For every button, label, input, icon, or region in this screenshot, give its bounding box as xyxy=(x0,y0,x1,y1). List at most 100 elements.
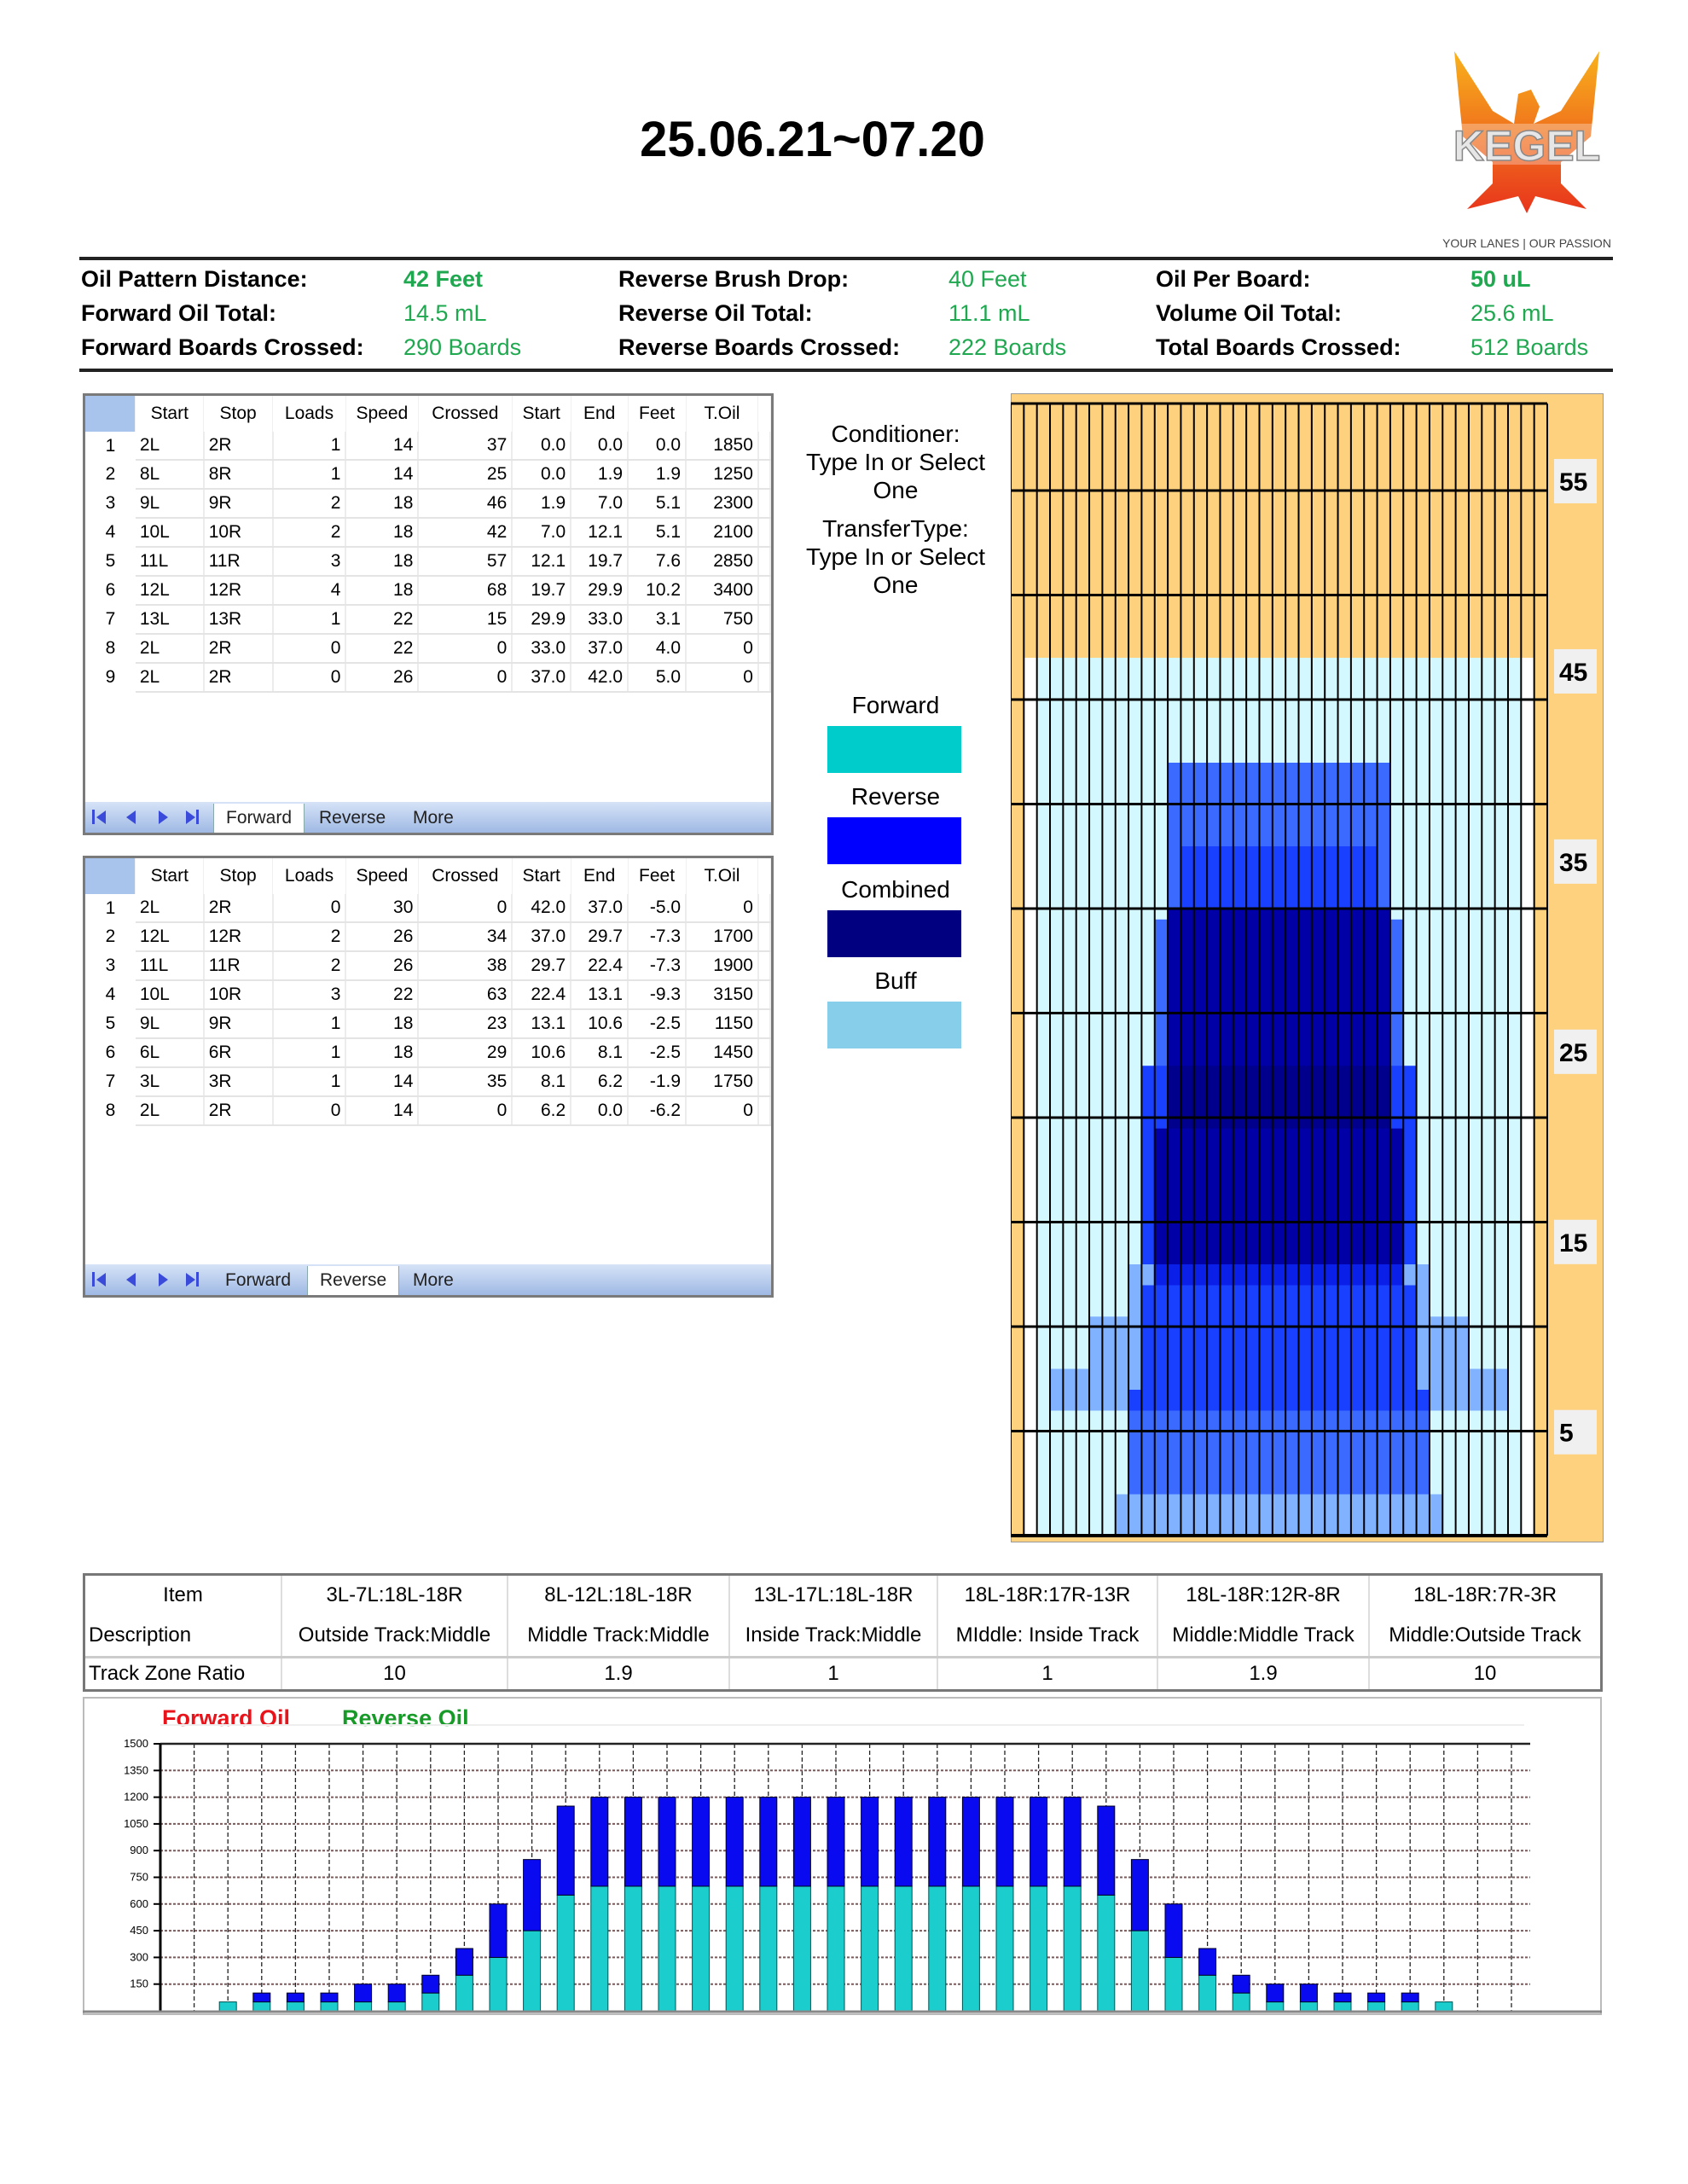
table-cell[interactable]: 2R xyxy=(203,432,274,461)
first-arrow-icon[interactable] xyxy=(96,1273,106,1287)
table-cell[interactable]: 22 xyxy=(345,980,420,1010)
table-cell[interactable]: 750 xyxy=(686,605,759,635)
table-cell[interactable]: 2L xyxy=(135,1096,205,1126)
table-cell[interactable]: 12R xyxy=(203,576,274,606)
table-cell[interactable]: 19.7 xyxy=(512,576,572,606)
table-row[interactable]: 3 9L 9R 2 18 46 1.9 7.0 5.1 2300 xyxy=(85,489,772,519)
table-cell[interactable]: 1 xyxy=(272,1067,347,1097)
table-cell[interactable]: 9L xyxy=(135,1009,205,1039)
table-cell[interactable]: 37.0 xyxy=(512,663,572,693)
table-cell[interactable]: 13L xyxy=(135,605,205,635)
table-cell[interactable]: 1150 xyxy=(686,1009,759,1039)
table-row[interactable]: 5 9L 9R 1 18 23 13.1 10.6 -2.5 1150 xyxy=(85,1009,772,1039)
table-cell[interactable]: 7.0 xyxy=(512,518,572,548)
table-cell[interactable]: 1 xyxy=(272,432,347,461)
table-cell[interactable]: 0.0 xyxy=(512,432,572,461)
table-cell[interactable]: 18 xyxy=(345,518,420,548)
table-cell[interactable]: 37.0 xyxy=(571,894,629,923)
table-cell[interactable]: 1 xyxy=(272,605,347,635)
forward-steps-table[interactable]: Start Stop Loads Speed Crossed Start End Feet T.… xyxy=(83,393,774,835)
table-cell[interactable]: -6.2 xyxy=(628,1096,687,1126)
column-header[interactable]: End xyxy=(571,858,629,894)
table-cell[interactable]: 14 xyxy=(345,460,420,490)
table-cell[interactable]: 42.0 xyxy=(571,663,629,693)
table-cell[interactable]: 0 xyxy=(418,894,513,923)
table-cell[interactable]: 2L xyxy=(135,432,205,461)
table-cell[interactable]: 18 xyxy=(345,489,420,519)
table-cell[interactable]: 22 xyxy=(345,605,420,635)
table-row[interactable]: 5 11L 11R 3 18 57 12.1 19.7 7.6 2850 xyxy=(85,547,772,577)
column-header[interactable]: Stop xyxy=(203,396,274,432)
table-cell[interactable]: 1250 xyxy=(686,460,759,490)
table-cell[interactable]: 10.6 xyxy=(512,1038,572,1068)
table-row[interactable]: 4 10L 10R 3 22 63 22.4 13.1 -9.3 3150 xyxy=(85,980,772,1010)
column-header[interactable]: Start xyxy=(512,858,571,894)
table-cell[interactable]: 0.0 xyxy=(571,1096,629,1126)
table-cell[interactable]: 0 xyxy=(686,663,759,693)
first-icon[interactable] xyxy=(92,1272,95,1287)
table-cell[interactable]: 18 xyxy=(345,547,420,577)
table-cell[interactable]: 10.2 xyxy=(628,576,687,606)
table-cell[interactable]: 0 xyxy=(686,1096,759,1126)
table-cell[interactable]: 2R xyxy=(203,634,274,664)
select-all-corner[interactable] xyxy=(85,858,136,894)
table-cell[interactable]: 35 xyxy=(418,1067,513,1097)
table-cell[interactable]: 18 xyxy=(345,1038,420,1068)
table-cell[interactable]: 6L xyxy=(135,1038,205,1068)
table-cell[interactable]: 0 xyxy=(686,634,759,664)
table-cell[interactable]: 6.2 xyxy=(512,1096,572,1126)
table-cell[interactable]: 1700 xyxy=(686,922,759,952)
table-cell[interactable]: 0 xyxy=(272,1096,347,1126)
table-cell[interactable]: 29.9 xyxy=(571,576,629,606)
table-cell[interactable]: 8L xyxy=(135,460,205,490)
table-cell[interactable]: 3 xyxy=(272,980,347,1010)
table-cell[interactable]: 9R xyxy=(203,1009,274,1039)
table-cell[interactable]: 11R xyxy=(203,547,274,577)
table-cell[interactable]: 42.0 xyxy=(512,894,572,923)
tab-more[interactable]: More xyxy=(413,1270,454,1290)
table-cell[interactable]: 8R xyxy=(203,460,274,490)
table-cell[interactable]: 38 xyxy=(418,951,513,981)
table-cell[interactable]: 2R xyxy=(203,663,274,693)
table-cell[interactable]: 3150 xyxy=(686,980,759,1010)
table-cell[interactable]: 10L xyxy=(135,518,205,548)
table-cell[interactable]: 3.1 xyxy=(628,605,687,635)
table-cell[interactable]: 12R xyxy=(203,922,274,952)
table-row[interactable]: 2 8L 8R 1 14 25 0.0 1.9 1.9 1250 xyxy=(85,460,772,490)
first-arrow-icon[interactable] xyxy=(96,810,106,824)
column-header[interactable]: Crossed xyxy=(418,858,513,894)
table-cell[interactable]: 1.9 xyxy=(512,489,572,519)
table-cell[interactable]: 1900 xyxy=(686,951,759,981)
table-cell[interactable]: 1750 xyxy=(686,1067,759,1097)
table-cell[interactable]: 3L xyxy=(135,1067,205,1097)
table-cell[interactable]: 15 xyxy=(418,605,513,635)
column-header[interactable]: T.Oil xyxy=(686,396,759,432)
last-arrow-icon[interactable] xyxy=(186,1273,195,1287)
table-row[interactable]: 8 2L 2R 0 22 0 33.0 37.0 4.0 0 xyxy=(85,634,772,664)
table-cell[interactable]: 1850 xyxy=(686,432,759,461)
table-cell[interactable]: 1 xyxy=(272,1038,347,1068)
table-cell[interactable]: 12.1 xyxy=(571,518,629,548)
table-row[interactable]: 4 10L 10R 2 18 42 7.0 12.1 5.1 2100 xyxy=(85,518,772,548)
table-row[interactable]: 8 2L 2R 0 14 0 6.2 0.0 -6.2 0 xyxy=(85,1096,772,1126)
column-header[interactable]: Start xyxy=(135,396,205,432)
table-cell[interactable]: 29.7 xyxy=(512,951,572,981)
table-cell[interactable]: 33.0 xyxy=(571,605,629,635)
table-cell[interactable]: 11L xyxy=(135,951,205,981)
table-cell[interactable]: 19.7 xyxy=(571,547,629,577)
table-cell[interactable]: 9R xyxy=(203,489,274,519)
table-cell[interactable]: 7.0 xyxy=(571,489,629,519)
reverse-steps-table[interactable]: Start Stop Loads Speed Crossed Start End Feet T.… xyxy=(83,856,774,1298)
table-cell[interactable]: 2R xyxy=(203,894,274,923)
table-cell[interactable]: 0 xyxy=(272,894,347,923)
table-cell[interactable]: 6.2 xyxy=(571,1067,629,1097)
tab-reverse[interactable]: Reverse xyxy=(319,808,386,828)
table-cell[interactable]: 29 xyxy=(418,1038,513,1068)
table-cell[interactable]: 2 xyxy=(272,489,347,519)
table-row[interactable]: 9 2L 2R 0 26 0 37.0 42.0 5.0 0 xyxy=(85,663,772,693)
column-header[interactable]: T.Oil xyxy=(686,858,759,894)
table-cell[interactable]: 2300 xyxy=(686,489,759,519)
table-cell[interactable]: -2.5 xyxy=(628,1009,687,1039)
table-cell[interactable]: 0 xyxy=(418,634,513,664)
table-row[interactable]: 3 11L 11R 2 26 38 29.7 22.4 -7.3 1900 xyxy=(85,951,772,981)
